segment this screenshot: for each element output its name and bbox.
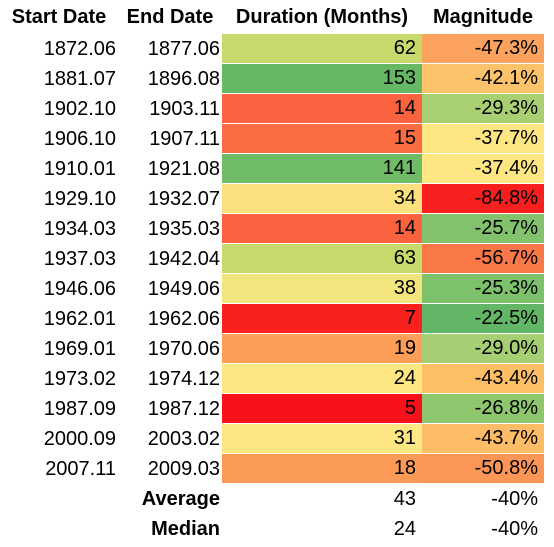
summary-magnitude: -40% xyxy=(491,517,538,540)
magnitude-cell: -25.3% xyxy=(422,274,544,304)
duration-cell: 19 xyxy=(222,334,422,364)
table-row: 2007.11 2009.03 18 -50.8% xyxy=(0,454,554,484)
end-date-cell: 1935.03 xyxy=(147,217,220,240)
end-date-cell: 1949.06 xyxy=(147,277,220,300)
end-date-cell: 2003.02 xyxy=(147,427,220,450)
start-date-cell: 1929.10 xyxy=(43,187,116,210)
end-date-cell: 1962.06 xyxy=(147,307,220,330)
magnitude-cell: -29.3% xyxy=(422,94,544,124)
table-row: 1906.10 1907.11 15 -37.7% xyxy=(0,124,554,154)
summary-magnitude: -40% xyxy=(491,487,538,510)
start-date-cell: 1881.07 xyxy=(43,67,116,90)
duration-cell: 15 xyxy=(222,124,422,154)
table-row: 1973.02 1974.12 24 -43.4% xyxy=(0,364,554,394)
duration-cell: 14 xyxy=(222,94,422,124)
table-row: 1987.09 1987.12 5 -26.8% xyxy=(0,394,554,424)
table-row: 1934.03 1935.03 14 -25.7% xyxy=(0,214,554,244)
magnitude-cell: -56.7% xyxy=(422,244,544,274)
header-duration: Duration (Months) xyxy=(235,5,409,28)
start-date-cell: 1987.09 xyxy=(43,397,116,420)
duration-cell: 38 xyxy=(222,274,422,304)
magnitude-cell: -43.7% xyxy=(422,424,544,454)
end-date-cell: 1877.06 xyxy=(147,37,220,60)
magnitude-cell: -43.4% xyxy=(422,364,544,394)
summary-row-median: Median 24 -40% xyxy=(0,514,554,544)
header-row: Start Date End Date Duration (Months) Ma… xyxy=(0,0,554,34)
magnitude-cell: -29.0% xyxy=(422,334,544,364)
end-date-cell: 1907.11 xyxy=(149,127,220,150)
end-date-cell: 1970.06 xyxy=(147,337,220,360)
start-date-cell: 1910.01 xyxy=(43,157,116,180)
table-row: 1902.10 1903.11 14 -29.3% xyxy=(0,94,554,124)
start-date-cell: 1962.01 xyxy=(43,307,116,330)
start-date-cell: 1906.10 xyxy=(43,127,116,150)
table-row: 1881.07 1896.08 153 -42.1% xyxy=(0,64,554,94)
start-date-cell: 1973.02 xyxy=(43,367,116,390)
end-date-cell: 1942.04 xyxy=(147,247,220,270)
duration-cell: 153 xyxy=(222,64,422,94)
start-date-cell: 1946.06 xyxy=(43,277,116,300)
summary-row-average: Average 43 -40% xyxy=(0,484,554,514)
magnitude-cell: -47.3% xyxy=(422,34,544,64)
start-date-cell: 1872.06 xyxy=(43,37,116,60)
duration-cell: 14 xyxy=(222,214,422,244)
summary-duration: 24 xyxy=(393,517,416,540)
magnitude-cell: -84.8% xyxy=(422,184,544,214)
duration-cell: 62 xyxy=(222,34,422,64)
header-end-date: End Date xyxy=(126,5,214,28)
table-row: 1946.06 1949.06 38 -25.3% xyxy=(0,274,554,304)
duration-cell: 24 xyxy=(222,364,422,394)
end-date-cell: 1974.12 xyxy=(147,367,220,390)
summary-label: Average xyxy=(141,487,220,510)
magnitude-cell: -50.8% xyxy=(422,454,544,484)
duration-cell: 31 xyxy=(222,424,422,454)
magnitude-cell: -42.1% xyxy=(422,64,544,94)
header-magnitude: Magnitude xyxy=(433,5,533,28)
duration-cell: 63 xyxy=(222,244,422,274)
start-date-cell: 1934.03 xyxy=(43,217,116,240)
table-row: 1969.01 1970.06 19 -29.0% xyxy=(0,334,554,364)
end-date-cell: 1903.11 xyxy=(149,97,220,120)
magnitude-cell: -37.4% xyxy=(422,154,544,184)
duration-cell: 18 xyxy=(222,454,422,484)
duration-cell: 7 xyxy=(222,304,422,334)
end-date-cell: 1921.08 xyxy=(147,157,220,180)
table-row: 1962.01 1962.06 7 -22.5% xyxy=(0,304,554,334)
summary-spacer xyxy=(0,514,118,544)
table-row: 2000.09 2003.02 31 -43.7% xyxy=(0,424,554,454)
start-date-cell: 1937.03 xyxy=(43,247,116,270)
table-row: 1937.03 1942.04 63 -56.7% xyxy=(0,244,554,274)
summary-label: Median xyxy=(151,517,220,540)
magnitude-cell: -25.7% xyxy=(422,214,544,244)
table-row: 1910.01 1921.08 141 -37.4% xyxy=(0,154,554,184)
end-date-cell: 2009.03 xyxy=(147,457,220,480)
table-row: 1929.10 1932.07 34 -84.8% xyxy=(0,184,554,214)
table-row: 1872.06 1877.06 62 -47.3% xyxy=(0,34,554,64)
summary-spacer xyxy=(0,484,118,514)
magnitude-cell: -22.5% xyxy=(422,304,544,334)
duration-cell: 34 xyxy=(222,184,422,214)
summary-duration: 43 xyxy=(393,487,416,510)
start-date-cell: 1969.01 xyxy=(43,337,116,360)
end-date-cell: 1987.12 xyxy=(147,397,220,420)
duration-cell: 141 xyxy=(222,154,422,184)
header-start-date: Start Date xyxy=(11,5,107,28)
end-date-cell: 1896.08 xyxy=(147,67,220,90)
magnitude-cell: -26.8% xyxy=(422,394,544,424)
start-date-cell: 1902.10 xyxy=(43,97,116,120)
duration-cell: 5 xyxy=(222,394,422,424)
start-date-cell: 2007.11 xyxy=(45,457,116,480)
start-date-cell: 2000.09 xyxy=(43,427,116,450)
magnitude-cell: -37.7% xyxy=(422,124,544,154)
end-date-cell: 1932.07 xyxy=(147,187,220,210)
